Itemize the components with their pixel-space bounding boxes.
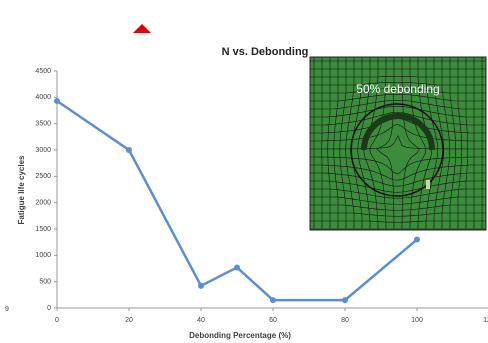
inset-label: 50% debonding bbox=[356, 82, 439, 96]
data-point bbox=[414, 237, 420, 243]
y-tick-label: 4000 bbox=[35, 94, 51, 101]
y-tick-label: 2500 bbox=[35, 173, 51, 180]
chart-title: N vs. Debonding bbox=[222, 46, 309, 58]
y-tick-label: 500 bbox=[39, 279, 51, 286]
chart: N vs. Debonding 9 Debonding Percentage (… bbox=[0, 0, 488, 343]
x-tick-label: 120 bbox=[483, 317, 488, 324]
x-tick-label: 0 bbox=[55, 317, 59, 324]
side-label: 9 bbox=[5, 306, 9, 313]
y-tick-label: 0 bbox=[47, 305, 51, 312]
y-tick-label: 4500 bbox=[35, 68, 51, 75]
data-point bbox=[54, 98, 60, 104]
y-tick-label: 2000 bbox=[35, 200, 51, 207]
data-point bbox=[234, 264, 240, 270]
data-point bbox=[342, 297, 348, 303]
x-tick-label: 80 bbox=[341, 317, 349, 324]
x-tick-label: 100 bbox=[411, 317, 423, 324]
y-axis-label: Fatigue life cycles bbox=[17, 155, 26, 224]
data-point bbox=[198, 283, 204, 289]
y-tick-label: 1500 bbox=[35, 226, 51, 233]
x-tick-label: 20 bbox=[125, 317, 133, 324]
y-tick-label: 1000 bbox=[35, 252, 51, 259]
x-tick-label: 60 bbox=[269, 317, 277, 324]
data-point bbox=[126, 147, 132, 153]
x-axis-label: Debonding Percentage (%) bbox=[189, 331, 291, 340]
y-tick-label: 3500 bbox=[35, 121, 51, 128]
crack-mark bbox=[426, 180, 430, 189]
pointer-triangle bbox=[133, 24, 151, 33]
x-tick-label: 40 bbox=[197, 317, 205, 324]
y-tick-label: 3000 bbox=[35, 147, 51, 154]
data-point bbox=[270, 297, 276, 303]
